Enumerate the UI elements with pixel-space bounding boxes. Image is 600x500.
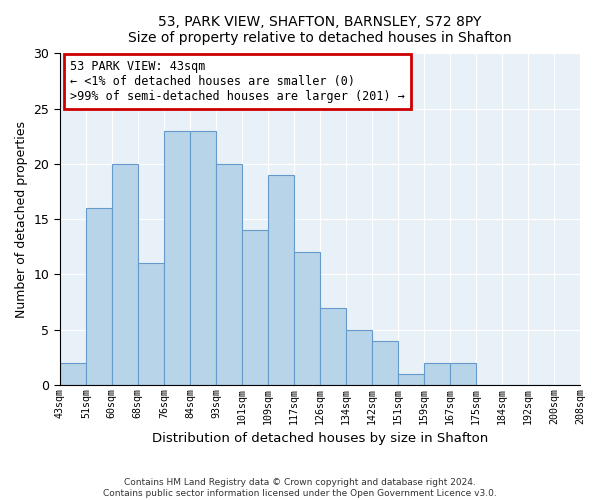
Bar (60, 363, 86, 385)
Bar (424, 363, 450, 385)
Bar (372, 340, 398, 385)
Bar (268, 175, 294, 385)
Bar (216, 164, 242, 385)
Bar (86, 208, 112, 385)
Bar (112, 164, 138, 385)
Text: Contains HM Land Registry data © Crown copyright and database right 2024.
Contai: Contains HM Land Registry data © Crown c… (103, 478, 497, 498)
X-axis label: Distribution of detached houses by size in Shafton: Distribution of detached houses by size … (152, 432, 488, 445)
Bar (294, 252, 320, 385)
Bar (164, 130, 190, 385)
Title: 53, PARK VIEW, SHAFTON, BARNSLEY, S72 8PY
Size of property relative to detached : 53, PARK VIEW, SHAFTON, BARNSLEY, S72 8P… (128, 15, 512, 45)
Bar (320, 308, 346, 385)
Bar (138, 264, 164, 385)
Y-axis label: Number of detached properties: Number of detached properties (15, 120, 28, 318)
Text: 53 PARK VIEW: 43sqm
← <1% of detached houses are smaller (0)
>99% of semi-detach: 53 PARK VIEW: 43sqm ← <1% of detached ho… (70, 60, 405, 103)
Bar (242, 230, 268, 385)
Bar (346, 330, 372, 385)
Bar (450, 363, 476, 385)
Bar (190, 130, 216, 385)
Bar (398, 374, 424, 385)
